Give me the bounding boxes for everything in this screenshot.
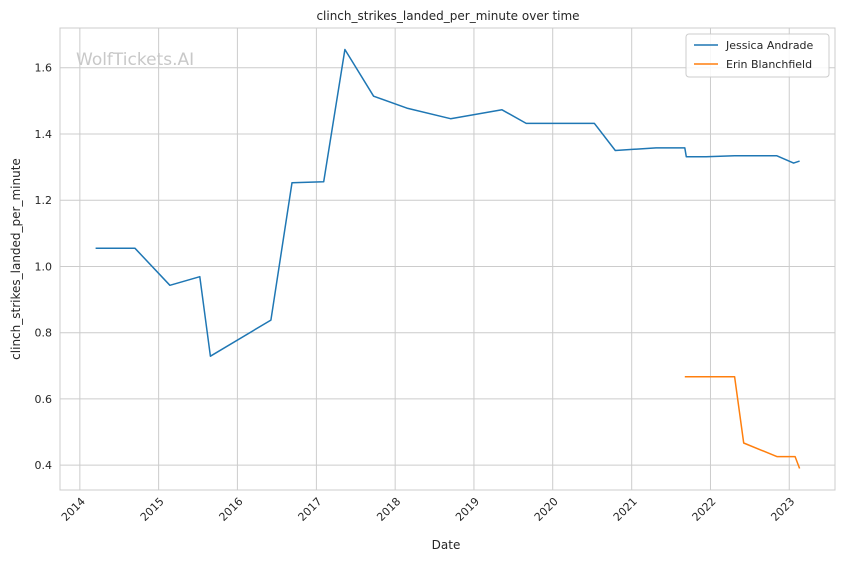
watermark: WolfTickets.AI [76,50,194,70]
legend-label-jessica-andrade: Jessica Andrade [725,39,814,52]
plot-frame [59,27,836,491]
y-tick-label: 0.8 [35,327,53,340]
x-tick-label: 2016 [217,495,246,524]
legend: Jessica Andrade Erin Blanchfield [685,33,830,78]
series-lines [95,48,801,469]
x-tick-label: 2020 [532,495,561,524]
grid [60,28,835,490]
x-tick-labels: 2014 2015 2016 2017 2018 2019 2020 2021 2022 2023 [59,495,797,524]
x-tick-label: 2017 [296,495,325,524]
y-tick-label: 0.4 [35,459,53,472]
x-tick-label: 2021 [611,495,640,524]
chart-title: clinch_strikes_landed_per_minute over ti… [316,9,579,23]
y-tick-label: 1.0 [35,260,53,273]
y-tick-label: 1.4 [35,128,53,141]
series-line-erin-blanchfield [684,375,801,469]
y-tick-label: 0.6 [35,393,53,406]
x-axis-label: Date [432,538,461,552]
y-tick-labels: 0.4 0.6 0.8 1.0 1.2 1.4 1.6 [35,62,53,472]
x-tick-label: 2019 [453,495,482,524]
legend-box [685,33,830,78]
y-axis-label: clinch_strikes_landed_per_minute [9,158,23,360]
legend-label-erin-blanchfield: Erin Blanchfield [726,58,812,71]
x-tick-label: 2022 [690,495,719,524]
series-line-jessica-andrade [95,48,800,357]
x-tick-label: 2018 [374,495,403,524]
y-tick-label: 1.2 [35,194,53,207]
y-tick-label: 1.6 [35,62,53,75]
x-tick-label: 2023 [768,495,797,524]
x-tick-label: 2014 [59,495,88,524]
x-tick-label: 2015 [138,495,167,524]
